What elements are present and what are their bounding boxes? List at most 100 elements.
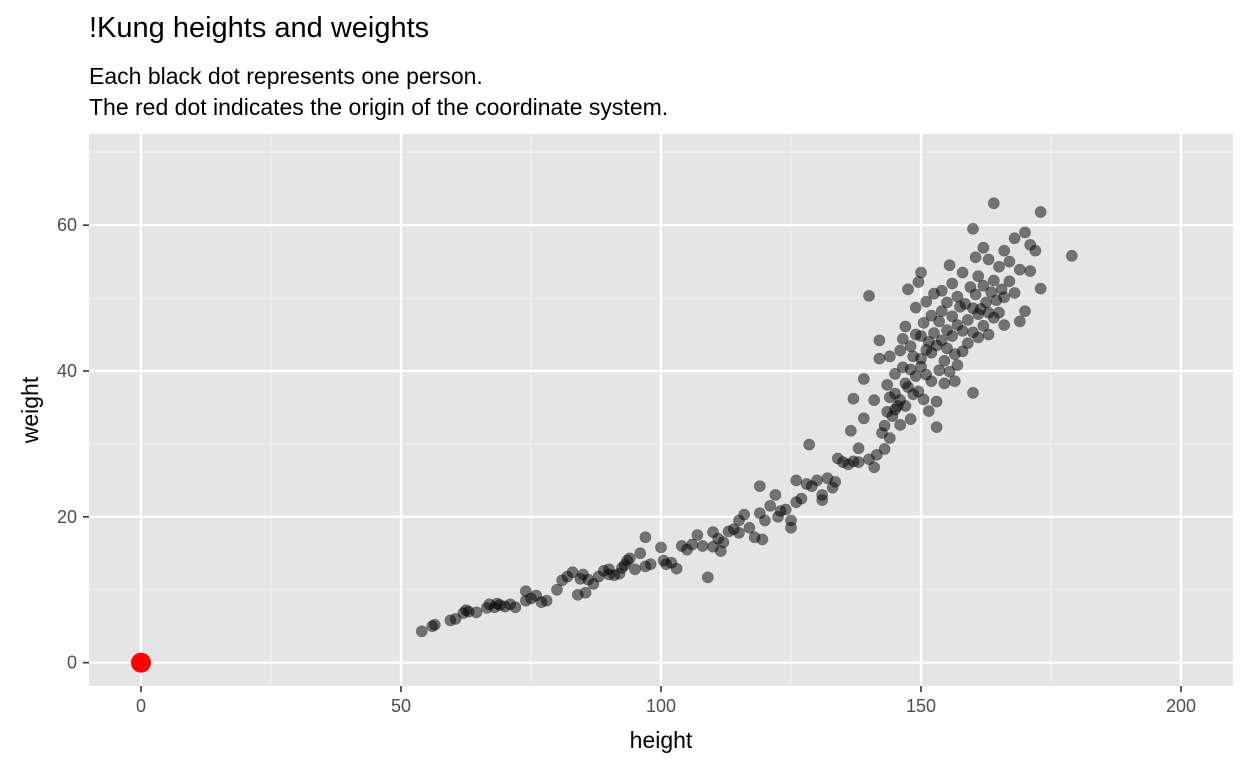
data-point — [829, 475, 842, 488]
data-point — [1065, 249, 1078, 262]
data-point — [928, 327, 940, 339]
data-point — [844, 424, 857, 437]
data-point — [894, 419, 907, 431]
data-point — [993, 306, 1005, 319]
data-point — [743, 521, 756, 534]
y-axis-title: weight — [17, 376, 43, 444]
data-point — [946, 310, 959, 323]
axes: 0 50 100 150 200 0 20 40 60 height weight — [17, 215, 1196, 753]
x-tick-label: 150 — [906, 696, 936, 716]
x-tick-label: 200 — [1166, 696, 1196, 716]
data-point — [470, 606, 483, 619]
chart-subtitle: Each black dot represents one person. Th… — [89, 61, 668, 123]
data-point — [993, 260, 1005, 273]
data-point — [977, 319, 990, 332]
data-point — [738, 508, 751, 521]
data-point — [878, 419, 891, 432]
data-point — [987, 197, 1000, 210]
data-point — [1008, 287, 1021, 299]
data-point — [883, 350, 896, 363]
data-point — [967, 222, 979, 235]
data-point — [883, 432, 896, 444]
data-point — [873, 352, 886, 365]
data-point — [759, 514, 771, 527]
data-point — [961, 337, 974, 350]
data-point — [868, 394, 881, 407]
data-point — [847, 392, 860, 405]
data-point — [943, 259, 956, 272]
data-point — [579, 586, 592, 599]
origin-point — [131, 652, 151, 673]
data-point — [795, 492, 808, 505]
data-point — [878, 443, 891, 455]
x-axis-title: height — [630, 727, 693, 753]
data-point — [938, 354, 951, 367]
data-point — [941, 342, 953, 355]
y-tick-label: 40 — [57, 361, 77, 381]
data-point — [961, 314, 974, 326]
data-point — [980, 296, 992, 309]
data-point — [803, 438, 816, 451]
data-point — [873, 334, 886, 347]
x-tick-label: 0 — [136, 696, 146, 716]
data-point — [935, 284, 948, 297]
data-point — [696, 540, 709, 552]
data-point — [811, 474, 823, 487]
data-point — [982, 253, 995, 266]
x-tick-label: 100 — [646, 696, 676, 716]
data-point — [756, 533, 769, 546]
data-point — [896, 333, 909, 345]
data-point — [428, 618, 441, 631]
data-point — [629, 563, 641, 576]
data-point — [1024, 265, 1037, 277]
data-point — [967, 386, 979, 399]
data-points — [131, 197, 1078, 673]
data-point — [925, 375, 938, 388]
data-point — [644, 558, 657, 571]
data-point — [816, 489, 829, 501]
data-point — [956, 345, 969, 358]
chart-subtitle-line-1: Each black dot represents one person. — [89, 63, 483, 89]
data-point — [764, 499, 777, 512]
data-point — [935, 305, 948, 318]
data-point — [540, 594, 553, 607]
data-point — [956, 266, 969, 279]
x-tick-label: 50 — [391, 696, 411, 716]
data-point — [930, 421, 943, 434]
data-point — [857, 373, 870, 385]
data-point — [1003, 255, 1016, 268]
data-point — [1019, 305, 1031, 318]
data-point — [922, 405, 935, 417]
data-point — [998, 244, 1011, 257]
data-point — [863, 289, 875, 302]
data-point — [998, 291, 1011, 304]
data-point — [912, 385, 925, 398]
data-point — [902, 283, 914, 296]
data-point — [753, 480, 766, 493]
data-point — [982, 328, 995, 341]
data-point — [946, 330, 959, 342]
data-point — [917, 316, 930, 329]
data-point — [415, 625, 428, 638]
data-point — [977, 241, 990, 254]
data-point — [449, 613, 462, 625]
data-point — [943, 365, 956, 378]
data-point — [904, 413, 917, 426]
data-point — [868, 461, 881, 474]
data-point — [881, 378, 894, 391]
data-point — [691, 529, 704, 541]
data-point — [998, 319, 1011, 331]
chart-subtitle-line-2: The red dot indicates the origin of the … — [89, 94, 669, 120]
data-point — [917, 393, 930, 406]
data-point — [551, 583, 563, 596]
data-point — [733, 526, 745, 539]
data-point — [1008, 232, 1021, 245]
data-point — [915, 330, 927, 342]
data-point — [920, 295, 933, 308]
data-point — [1034, 206, 1047, 218]
data-point — [1013, 263, 1026, 276]
data-point — [785, 514, 797, 527]
data-point — [1019, 226, 1031, 239]
data-point — [899, 320, 912, 333]
